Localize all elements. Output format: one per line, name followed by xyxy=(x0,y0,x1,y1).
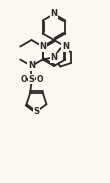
Text: S: S xyxy=(28,74,34,83)
Text: S: S xyxy=(33,107,39,116)
Text: N: N xyxy=(62,42,69,51)
Text: N: N xyxy=(39,42,46,51)
Text: N: N xyxy=(50,10,58,18)
Text: N: N xyxy=(28,61,35,70)
Text: O: O xyxy=(36,74,43,83)
Text: N: N xyxy=(50,53,57,62)
Text: O: O xyxy=(20,74,27,83)
